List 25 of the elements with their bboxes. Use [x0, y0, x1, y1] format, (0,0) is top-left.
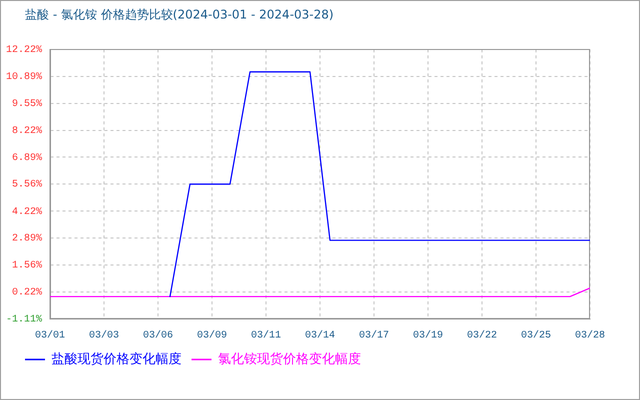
- y-tick-label: 9.55%: [12, 99, 42, 110]
- x-tick-label: 03/09: [196, 330, 228, 342]
- x-tick-label: 03/06: [142, 330, 174, 342]
- x-tick-label: 03/14: [304, 330, 336, 342]
- y-tick-label: -1.11%: [6, 314, 42, 326]
- y-tick-label: 1.56%: [12, 260, 42, 272]
- y-tick-label: 6.89%: [12, 152, 42, 164]
- x-tick-label: 03/03: [88, 330, 120, 342]
- y-tick-label: 10.89%: [6, 72, 42, 83]
- x-tick-label: 03/25: [520, 330, 552, 342]
- x-tick-label: 03/19: [412, 330, 444, 342]
- y-tick-label: 5.56%: [12, 180, 42, 191]
- y-tick-label: 4.22%: [12, 206, 42, 218]
- legend-label: 盐酸现货价格变化幅度: [52, 350, 182, 367]
- y-tick-label: 12.22%: [6, 45, 42, 56]
- chart-title: 盐酸 - 氯化铵 价格趋势比较(2024-03-01 - 2024-03-28): [25, 7, 334, 22]
- y-tick-label: 0.22%: [12, 288, 42, 299]
- y-tick-label: 8.22%: [12, 126, 42, 137]
- x-tick-label: 03/11: [250, 330, 282, 342]
- x-tick-label: 03/17: [358, 330, 390, 342]
- x-tick-label: 03/22: [466, 330, 498, 342]
- y-tick-label: 2.89%: [12, 234, 42, 245]
- legend-label: 氯化铵现货价格变化幅度: [218, 350, 361, 367]
- x-tick-label: 03/28: [574, 330, 606, 342]
- x-tick-label: 03/01: [34, 330, 66, 342]
